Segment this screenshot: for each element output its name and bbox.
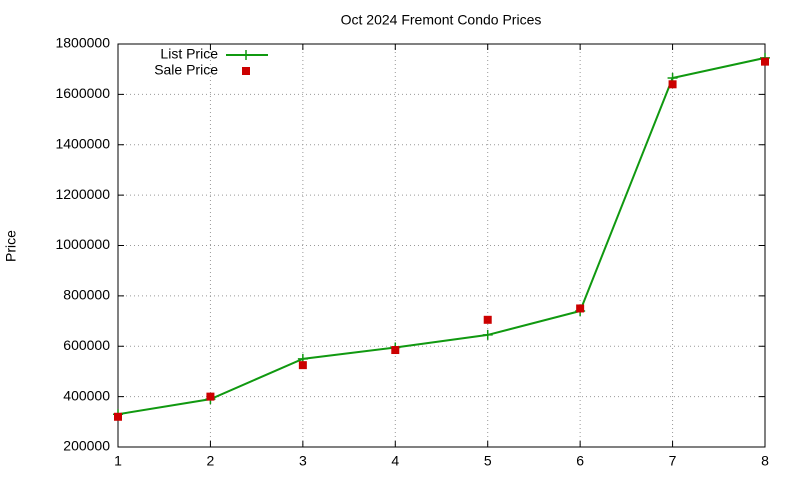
y-tick-label: 600000 [63,337,110,353]
x-tick-label: 7 [669,453,677,469]
x-tick-label: 2 [207,453,215,469]
y-tick-label: 1800000 [55,35,110,51]
point-marker [483,315,492,324]
y-tick-label: 200000 [63,438,110,454]
x-tick-label: 6 [576,453,584,469]
point-marker [114,412,122,421]
y-tick-label: 1400000 [55,135,110,151]
legend-marker [241,50,251,60]
point-marker [482,329,493,340]
y-tick-label: 1000000 [55,236,110,252]
x-tick-label: 5 [484,453,492,469]
point-marker [761,57,769,66]
point-marker [206,392,215,401]
x-tick-label: 4 [391,453,399,469]
x-tick-label: 3 [299,453,307,469]
chart-title: Oct 2024 Fremont Condo Prices [341,12,542,28]
series-line [117,56,766,416]
point-marker [576,304,585,313]
y-axis-label: Price [3,230,19,262]
y-tick-label: 1600000 [55,85,110,101]
legend-label: List Price [160,46,218,62]
legend-marker [242,67,250,75]
point-marker [391,346,400,355]
y-tick-label: 1200000 [55,186,110,202]
legend-label: Sale Price [154,62,218,78]
y-tick-label: 400000 [63,387,110,403]
x-tick-label: 8 [761,453,769,469]
x-tick-label: 1 [114,453,122,469]
point-marker [668,80,677,89]
point-marker [298,361,307,370]
plot-frame [117,43,766,448]
y-tick-label: 800000 [63,287,110,303]
